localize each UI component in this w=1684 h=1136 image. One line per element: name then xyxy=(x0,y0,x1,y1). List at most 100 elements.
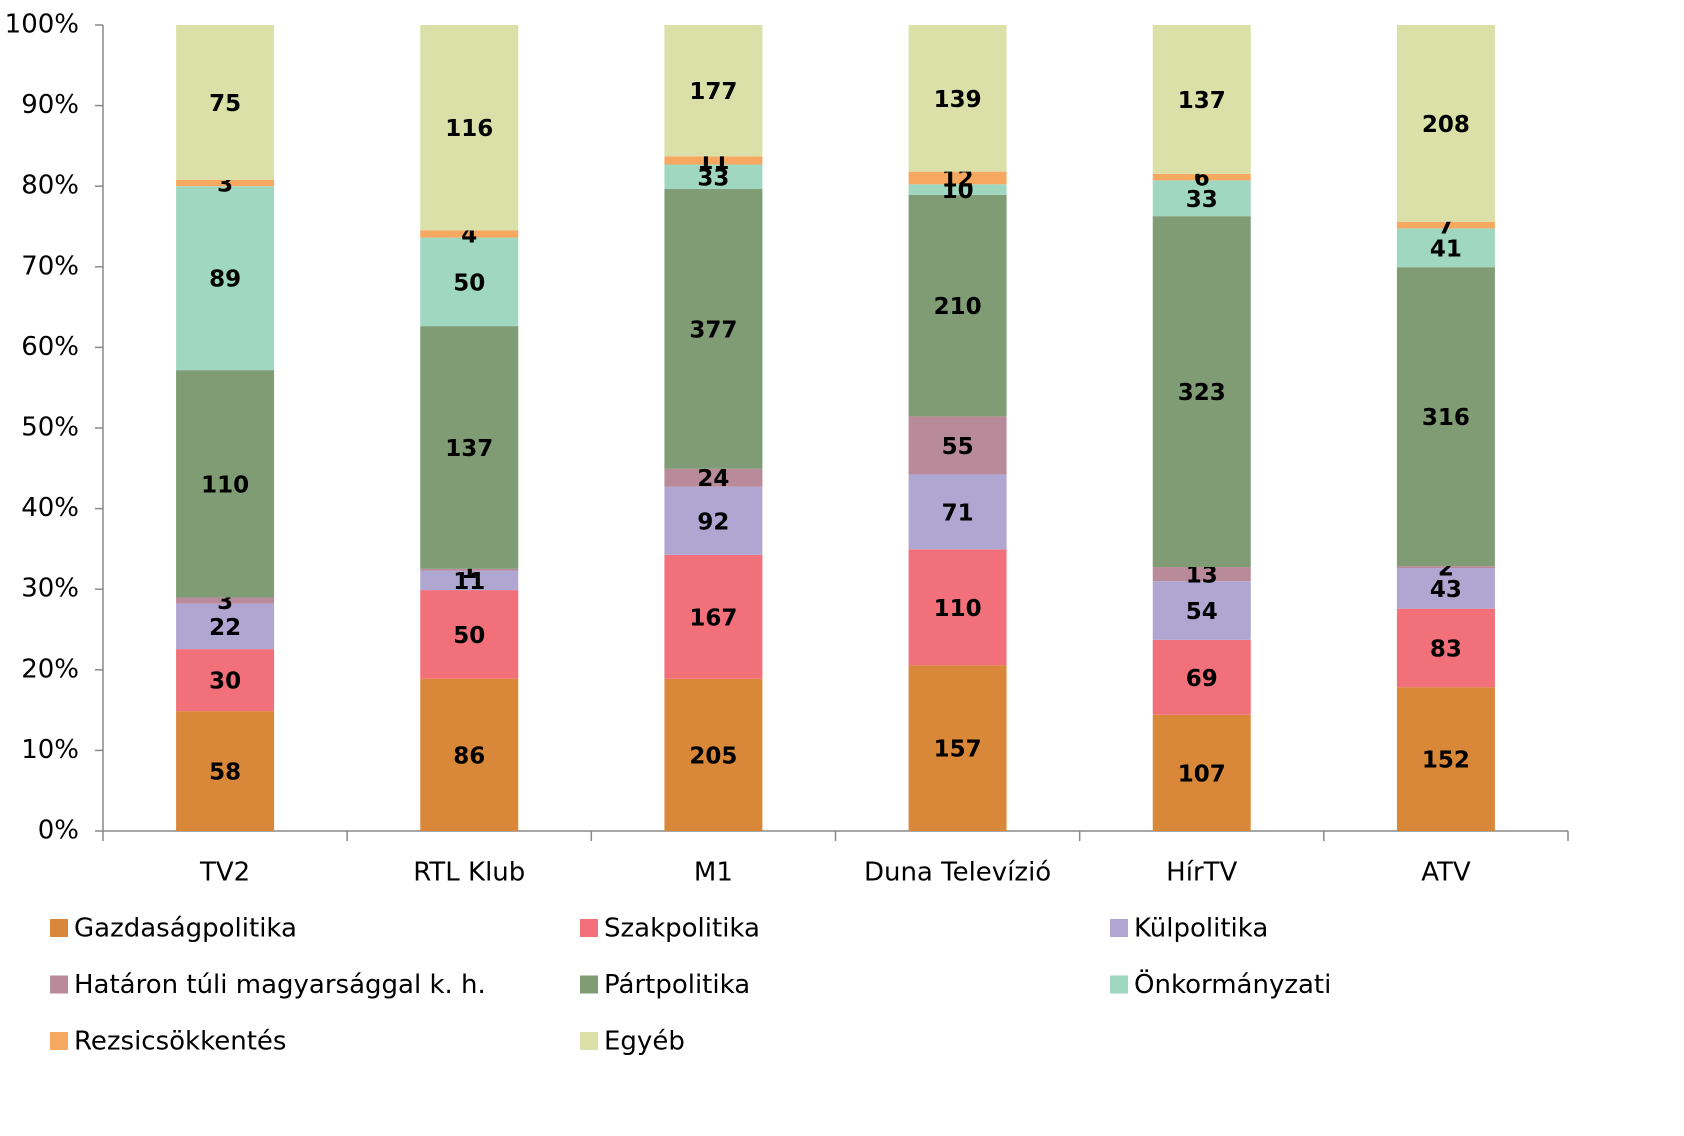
data-label: 139 xyxy=(934,87,982,113)
bar-segment xyxy=(908,171,1007,185)
bar-segment xyxy=(420,678,519,831)
bar-segment xyxy=(420,237,519,327)
data-label: 89 xyxy=(209,267,241,293)
y-tick-label: 60% xyxy=(21,332,79,362)
data-label: 157 xyxy=(934,737,982,763)
data-label: 22 xyxy=(209,615,241,641)
data-label: 210 xyxy=(934,294,982,320)
bar-segment xyxy=(1152,567,1251,582)
data-label: 71 xyxy=(942,500,974,526)
bar-segment xyxy=(1152,714,1251,831)
bar-segment xyxy=(176,603,275,650)
legend-swatch xyxy=(580,975,598,994)
bar-segment xyxy=(176,370,275,598)
bar-segment xyxy=(420,568,519,571)
legend-swatch xyxy=(50,919,68,937)
bar-segment xyxy=(420,570,519,591)
legend-label: Gazdaságpolitika xyxy=(74,914,297,944)
data-label: 92 xyxy=(697,509,729,535)
data-label: 152 xyxy=(1422,748,1470,774)
bar-segment xyxy=(908,474,1007,550)
bar-segment xyxy=(1152,581,1251,640)
bar-segment xyxy=(1396,221,1495,229)
bar-segment xyxy=(664,678,763,831)
data-label: 33 xyxy=(1186,187,1218,213)
legend-label: Külpolitika xyxy=(1134,914,1268,944)
data-label: 377 xyxy=(689,317,737,343)
bar-segment xyxy=(664,468,763,487)
bar-segment xyxy=(1396,566,1495,569)
y-tick-label: 50% xyxy=(21,413,79,443)
data-label: 54 xyxy=(1186,599,1218,625)
bar-segment xyxy=(908,184,1007,195)
bar-segment xyxy=(908,549,1007,666)
data-label: 83 xyxy=(1430,636,1462,662)
bar-segment xyxy=(908,665,1007,831)
data-label: 107 xyxy=(1178,761,1226,787)
x-tick-label: RTL Klub xyxy=(413,858,525,888)
bar-segment xyxy=(1152,216,1251,568)
bar-segment xyxy=(1152,25,1251,174)
data-label: 11 xyxy=(453,569,485,595)
y-tick-label: 20% xyxy=(21,654,79,684)
legend-swatch xyxy=(580,919,598,937)
legend-label: Pártpolitika xyxy=(604,970,750,1000)
bar-segment xyxy=(1396,267,1495,567)
y-tick-label: 70% xyxy=(21,251,79,281)
bar-segment xyxy=(420,590,519,679)
bar-segment xyxy=(664,486,763,555)
data-label: 75 xyxy=(209,91,241,117)
legend-swatch xyxy=(1110,919,1128,937)
bar-segment xyxy=(664,189,763,469)
bar-segment xyxy=(664,164,763,190)
y-tick-label: 40% xyxy=(21,493,79,523)
data-label: 208 xyxy=(1422,112,1470,138)
data-label: 55 xyxy=(942,434,974,460)
bar-segment xyxy=(664,554,763,679)
bar-segment xyxy=(176,25,275,180)
data-label: 50 xyxy=(453,623,485,649)
legend-swatch xyxy=(1110,975,1128,994)
bar-segment xyxy=(1152,173,1251,181)
data-label: 30 xyxy=(209,669,241,695)
bar-segment xyxy=(420,25,519,231)
bar-segment xyxy=(176,180,275,187)
legend-label: Egyéb xyxy=(604,1027,685,1057)
data-label: 110 xyxy=(934,596,982,622)
bar-segment xyxy=(1396,25,1495,222)
legend-swatch xyxy=(50,975,68,994)
data-label: 50 xyxy=(453,270,485,296)
data-label: 323 xyxy=(1178,380,1226,406)
y-tick-label: 100% xyxy=(5,10,79,40)
data-label: 86 xyxy=(453,743,485,769)
bar-segment xyxy=(1152,639,1251,715)
data-label: 177 xyxy=(689,79,737,105)
data-label: 69 xyxy=(1186,666,1218,692)
y-tick-label: 80% xyxy=(21,171,79,201)
bar-segment xyxy=(176,597,275,604)
data-label: 58 xyxy=(209,760,241,786)
x-tick-label: ATV xyxy=(1421,858,1471,888)
bar-segment xyxy=(176,186,275,371)
bar-segment xyxy=(420,230,519,238)
bar-segment xyxy=(1396,568,1495,609)
y-tick-label: 30% xyxy=(21,574,79,604)
y-tick-label: 0% xyxy=(38,816,79,846)
y-tick-label: 10% xyxy=(21,735,79,765)
data-label: 137 xyxy=(1178,88,1226,114)
bar-segment xyxy=(1396,608,1495,688)
bar-segment xyxy=(176,649,275,712)
legend-label: Önkormányzati xyxy=(1134,968,1331,1000)
bar-segment xyxy=(1396,687,1495,831)
legend-label: Szakpolitika xyxy=(604,914,760,944)
data-label: 33 xyxy=(697,165,729,191)
data-label: 167 xyxy=(689,605,737,631)
bar-segment xyxy=(420,326,519,569)
x-tick-label: Duna Televízió xyxy=(864,858,1051,888)
bar-segment xyxy=(908,25,1007,172)
legend-swatch xyxy=(50,1032,68,1050)
data-label: 116 xyxy=(445,116,493,142)
legend-swatch xyxy=(580,1032,598,1050)
legend-label: Határon túli magyarsággal k. h. xyxy=(74,970,486,1000)
